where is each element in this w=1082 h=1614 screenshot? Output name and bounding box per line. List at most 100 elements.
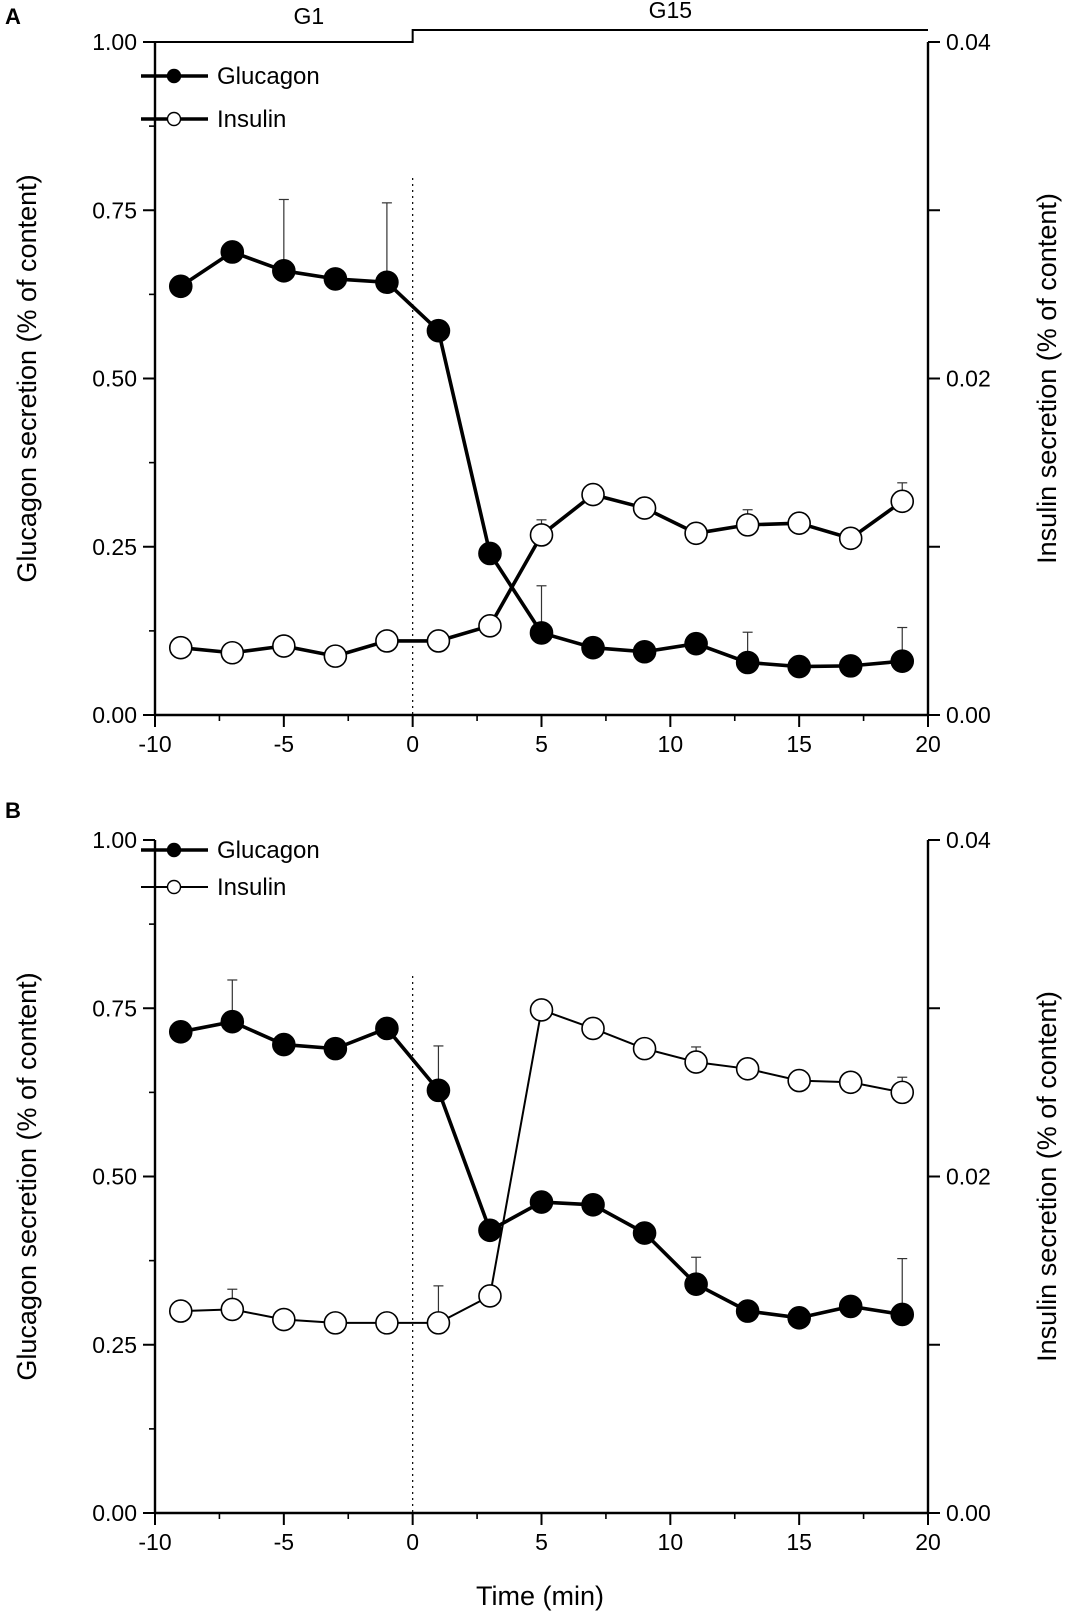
data-point-glucagon [375, 270, 399, 295]
data-point-glucagon [632, 1221, 657, 1245]
data-point-glucagon [529, 621, 554, 645]
data-point-insulin [168, 1299, 193, 1323]
x-tick-label: -5 [274, 1529, 294, 1555]
right-y-tick-label: 0.04 [946, 827, 991, 853]
data-point-insulin [890, 489, 915, 514]
data-point-insulin [735, 513, 760, 537]
data-point-glucagon [787, 654, 811, 679]
legend-marker-insulin [166, 879, 182, 895]
data-point-glucagon [323, 1036, 348, 1061]
data-point-insulin [168, 635, 193, 660]
data-point-insulin [684, 1050, 708, 1074]
x-tick-label: -10 [138, 1529, 171, 1555]
left-y-tick-label: 0.00 [92, 1500, 137, 1526]
condition-label-g1: G1 [293, 3, 324, 29]
data-point-glucagon [838, 654, 863, 678]
left-y-tick-label: 0.25 [92, 534, 137, 560]
data-point-insulin [684, 521, 708, 546]
right-y-axis-title: Insulin secretion (% of content) [1032, 991, 1062, 1362]
panel-b: B-10 -5 0 5 10 15 200.000.250.500.751.000.000.… [5, 798, 1062, 1555]
data-point-insulin [529, 523, 554, 547]
data-point-insulin [220, 640, 245, 665]
data-point-insulin [375, 629, 399, 653]
data-point-glucagon [426, 1078, 451, 1103]
data-point-insulin [890, 1080, 915, 1105]
data-point-insulin [632, 496, 657, 520]
legend-marker-glucagon [166, 842, 182, 858]
data-point-glucagon [375, 1016, 399, 1041]
data-point-insulin [478, 1284, 502, 1308]
left-y-tick-label: 1.00 [92, 29, 137, 55]
panel-letter: A [5, 4, 21, 29]
data-point-glucagon [890, 649, 915, 673]
legend-label-insulin: Insulin [217, 106, 286, 133]
series-line-glucagon [180, 1019, 903, 1320]
data-point-insulin [735, 1057, 760, 1081]
data-point-insulin [426, 629, 451, 653]
legend-marker-insulin [166, 111, 182, 127]
data-point-glucagon [838, 1294, 863, 1319]
x-tick-label: 15 [786, 731, 812, 757]
condition-label-g15: G15 [649, 0, 692, 23]
x-axis-title: Time (min) [476, 1581, 604, 1611]
data-point-insulin [529, 998, 554, 1022]
data-point-insulin [375, 1311, 399, 1335]
legend-marker-glucagon [166, 68, 182, 84]
data-point-glucagon [220, 1009, 245, 1034]
data-point-insulin [272, 634, 296, 658]
data-point-glucagon [581, 635, 605, 660]
right-y-tick-label: 0.00 [946, 702, 991, 728]
x-tick-label: 20 [915, 731, 941, 757]
data-point-glucagon [478, 1218, 502, 1243]
glucose-condition-bar [155, 29, 928, 43]
data-point-insulin [787, 511, 811, 535]
left-y-tick-label: 0.75 [92, 995, 137, 1021]
data-point-insulin [426, 1311, 451, 1335]
data-point-glucagon [684, 1272, 708, 1296]
x-tick-label: 0 [406, 731, 419, 757]
x-tick-label: -5 [274, 731, 294, 757]
data-point-glucagon [168, 274, 193, 299]
data-point-insulin [581, 482, 605, 507]
data-point-insulin [323, 1311, 348, 1335]
right-y-tick-label: 0.00 [946, 1500, 991, 1526]
data-point-glucagon [890, 1302, 915, 1327]
x-tick-label: 0 [406, 1529, 419, 1555]
x-tick-label: 20 [915, 1529, 941, 1555]
left-y-tick-label: 0.25 [92, 1332, 137, 1358]
data-point-glucagon [787, 1306, 811, 1330]
data-point-glucagon [529, 1190, 554, 1214]
data-point-insulin [272, 1307, 296, 1332]
data-point-glucagon [632, 639, 657, 664]
right-y-tick-label: 0.04 [946, 29, 991, 55]
right-y-axis-title: Insulin secretion (% of content) [1032, 193, 1062, 564]
data-point-glucagon [220, 240, 245, 264]
x-tick-label: 10 [658, 1529, 684, 1555]
data-point-glucagon [272, 259, 296, 283]
left-y-tick-label: 0.50 [92, 1164, 137, 1190]
panel-letter: B [5, 798, 21, 823]
data-point-glucagon [323, 267, 348, 291]
data-point-insulin [787, 1068, 811, 1093]
data-point-insulin [478, 614, 502, 638]
left-y-axis-title: Glucagon secretion (% of content) [12, 972, 42, 1380]
left-y-tick-label: 0.00 [92, 702, 137, 728]
data-point-insulin [838, 1070, 863, 1095]
data-point-insulin [838, 526, 863, 551]
left-y-tick-label: 1.00 [92, 827, 137, 853]
legend-label-insulin: Insulin [217, 874, 286, 901]
data-point-glucagon [426, 318, 451, 343]
data-point-glucagon [478, 541, 502, 566]
data-point-glucagon [684, 631, 708, 656]
legend-label-glucagon: Glucagon [217, 63, 320, 90]
data-point-insulin [632, 1036, 657, 1061]
series-line-insulin [180, 1008, 903, 1324]
data-point-glucagon [168, 1020, 193, 1044]
data-point-insulin [323, 644, 348, 668]
x-tick-label: 10 [658, 731, 684, 757]
left-y-axis-title: Glucagon secretion (% of content) [12, 174, 42, 582]
x-tick-label: 5 [535, 1529, 548, 1555]
x-tick-label: -10 [138, 731, 171, 757]
panel-a: A-10 -5 0 5 10 15 200.000.250.500.751.000.000.… [5, 0, 1062, 757]
